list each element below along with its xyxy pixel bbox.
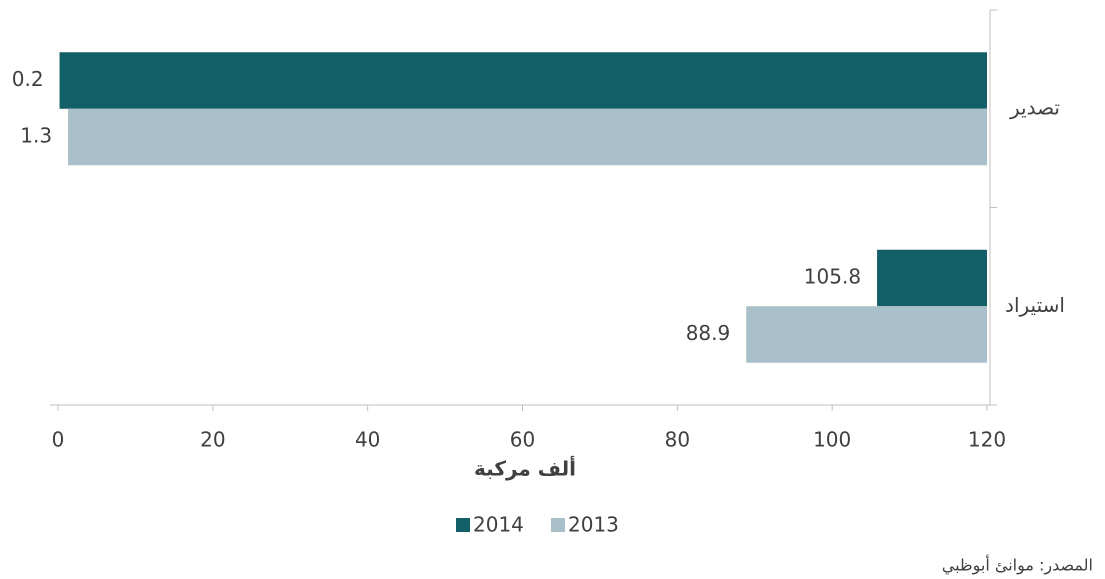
data-label: 88.9 — [686, 321, 731, 345]
bar — [59, 52, 987, 109]
x-tick-label: 0 — [52, 428, 65, 452]
x-tick-label: 80 — [665, 428, 690, 452]
data-label: 0.2 — [12, 67, 44, 91]
legend-label: 2014 — [473, 513, 524, 537]
data-label: 105.8 — [804, 265, 861, 289]
x-tick-label: 120 — [968, 428, 1006, 452]
x-tick-label: 40 — [355, 428, 380, 452]
bar — [746, 306, 987, 363]
legend-label: 2013 — [568, 513, 619, 537]
bar — [68, 108, 988, 166]
source: المصدر: موانئ أبوظبي — [942, 555, 1093, 576]
bar — [877, 249, 987, 307]
legend-swatch — [551, 518, 565, 532]
x-tick-label: 20 — [200, 428, 225, 452]
legend-swatch — [456, 518, 470, 532]
x-tick-label: 60 — [510, 428, 535, 452]
x-axis-label: ألف مركبة — [474, 455, 576, 481]
y-tick-label: استيراد — [1005, 293, 1065, 317]
x-tick-label: 100 — [813, 428, 851, 452]
y-tick-label: تصدير — [1009, 95, 1060, 119]
data-label: 1.3 — [20, 124, 52, 148]
